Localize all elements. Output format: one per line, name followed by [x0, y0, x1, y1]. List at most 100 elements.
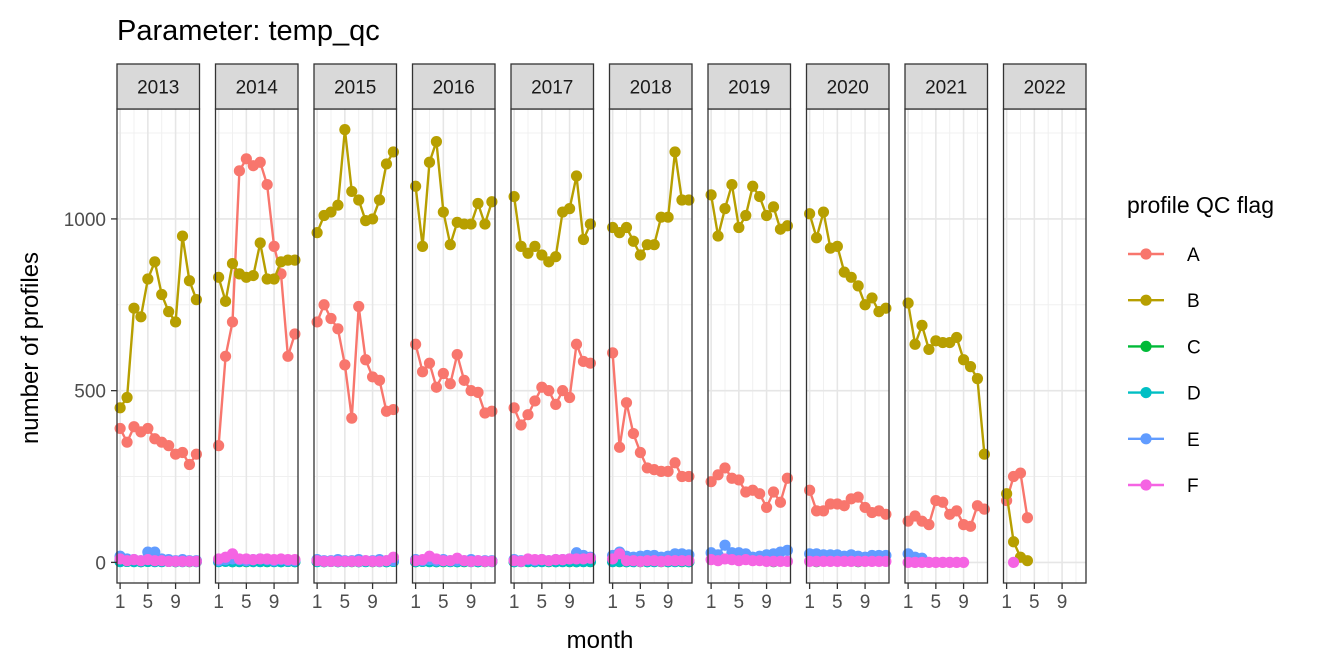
y-axis-title: number of profiles — [17, 252, 44, 444]
data-point-B — [508, 190, 520, 203]
data-point-A — [634, 446, 646, 459]
legend-item-C: C — [1128, 337, 1201, 358]
data-point-E — [781, 544, 793, 556]
data-point-A — [219, 350, 232, 362]
legend-item-B: B — [1128, 291, 1200, 312]
data-point-F — [584, 552, 596, 564]
data-point-B — [845, 271, 857, 283]
data-point-A — [937, 496, 949, 508]
data-point-A — [472, 386, 484, 398]
x-tick-label: 1 — [903, 592, 914, 613]
data-point-B — [1007, 536, 1020, 548]
legend-label: A — [1187, 245, 1200, 266]
data-point-A — [410, 338, 422, 350]
legend-key-point — [1140, 479, 1152, 491]
data-point-A — [261, 178, 273, 191]
data-point-B — [880, 302, 892, 314]
data-point-F — [683, 555, 695, 567]
data-point-A — [190, 448, 202, 460]
data-point-B — [719, 203, 731, 215]
data-point-B — [128, 302, 140, 314]
facet-strip-label: 2016 — [433, 78, 475, 99]
data-point-B — [1021, 555, 1034, 567]
data-point-B — [163, 306, 175, 318]
data-point-B — [584, 218, 596, 230]
facet-strip — [805, 63, 890, 110]
data-point-B — [529, 240, 541, 252]
data-point-B — [169, 316, 182, 328]
data-point-B — [831, 240, 843, 252]
x-tick-label: 9 — [466, 592, 477, 613]
data-point-A — [254, 156, 266, 168]
x-tick-label: 5 — [734, 592, 745, 613]
facet-panel-2016: 2016 1 5 9 — [410, 63, 498, 613]
series-A-2015 — [311, 299, 399, 424]
data-point-B — [804, 208, 816, 220]
series-B-2017 — [508, 170, 596, 268]
data-point-F — [781, 555, 793, 567]
data-point-B — [669, 146, 681, 158]
data-point-A — [978, 503, 990, 515]
data-point-B — [486, 196, 498, 208]
legend-item-D: D — [1128, 384, 1201, 405]
data-point-B — [289, 254, 301, 266]
data-point-A — [360, 354, 372, 366]
data-point-A — [804, 484, 816, 496]
data-point-B — [423, 156, 436, 168]
data-point-A — [662, 465, 674, 477]
data-point-F — [289, 554, 301, 566]
data-point-A — [683, 470, 695, 483]
facet-strip — [116, 63, 201, 110]
series-line-B — [119, 235, 198, 409]
chart-title: Parameter: temp_qc — [117, 15, 380, 47]
data-point-A — [781, 472, 793, 484]
data-point-A — [486, 405, 498, 417]
data-point-A — [289, 328, 301, 340]
data-point-A — [817, 505, 830, 517]
data-point-A — [332, 323, 344, 335]
data-point-A — [268, 240, 280, 252]
data-point-B — [964, 361, 977, 373]
data-point-A — [1021, 512, 1034, 524]
x-tick-label: 1 — [804, 592, 815, 613]
data-point-B — [620, 221, 633, 234]
x-tick-label: 5 — [537, 592, 548, 613]
facet-panel-2022: 2022 1 5 9 — [1001, 63, 1087, 613]
x-tick-label: 9 — [761, 592, 772, 613]
series-B-2021 — [902, 297, 990, 460]
y-tick-label: 500 — [74, 382, 106, 403]
facet-strip — [904, 63, 989, 110]
data-point-A — [613, 441, 626, 453]
data-point-B — [852, 280, 864, 292]
data-point-B — [135, 311, 147, 323]
data-point-A — [423, 357, 436, 369]
data-point-F — [387, 551, 399, 563]
data-point-A — [451, 348, 463, 361]
x-tick-label: 1 — [706, 592, 717, 613]
data-point-B — [817, 206, 830, 218]
data-point-B — [754, 190, 766, 203]
series-B-2018 — [607, 146, 695, 261]
data-point-A — [325, 312, 337, 325]
data-point-B — [416, 240, 429, 252]
series-F-2020 — [804, 555, 892, 567]
data-point-A — [346, 412, 358, 424]
data-point-A — [543, 385, 555, 397]
data-point-A — [114, 422, 126, 435]
data-point-A — [774, 496, 787, 508]
panel-background — [412, 109, 495, 583]
data-point-A — [964, 520, 977, 532]
legend-key-point — [1140, 294, 1152, 306]
data-point-B — [247, 269, 259, 282]
data-point-A — [163, 440, 175, 452]
facet-strip — [707, 63, 792, 110]
data-point-B — [648, 239, 660, 251]
data-point-A — [760, 501, 773, 514]
series-F-2015 — [311, 551, 399, 567]
data-point-A — [515, 419, 527, 431]
data-point-B — [366, 213, 379, 225]
data-point-A — [923, 519, 935, 531]
facet-panel-2017: 2017 1 5 9 — [508, 63, 596, 613]
data-point-B — [740, 209, 752, 222]
data-point-B — [149, 256, 161, 268]
